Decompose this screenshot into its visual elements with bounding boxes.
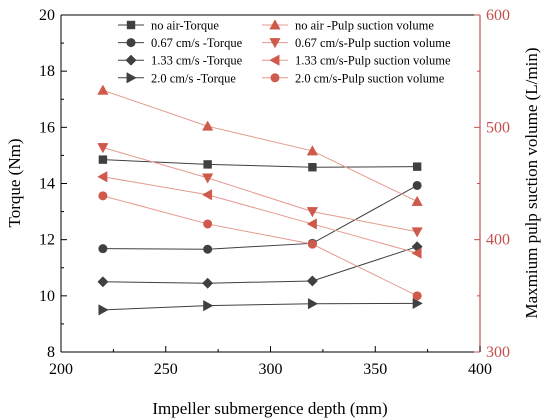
x-tick-label: 200 <box>49 361 73 378</box>
data-point-series-1 <box>98 155 108 164</box>
y-tick-label: 8 <box>47 344 55 361</box>
legend-label: 0.67 cm/s-Pulp suction volume <box>295 36 451 50</box>
legend-marker <box>269 38 281 49</box>
y2-tick-label: 400 <box>486 232 510 249</box>
y-tick-label: 12 <box>39 232 55 249</box>
series-line-7 <box>102 176 418 254</box>
y2-tick-label: 500 <box>486 119 510 136</box>
series-line-5 <box>102 89 418 202</box>
data-point-series-7 <box>306 218 317 230</box>
series-line-4 <box>102 302 418 311</box>
data-point-series-7 <box>411 247 422 259</box>
series-line-1 <box>102 159 418 168</box>
data-point-series-5 <box>306 145 319 156</box>
data-point-series-6 <box>411 227 423 238</box>
y-tick-label: 20 <box>39 7 55 24</box>
x-axis-title: Impeller submergence depth (mm) <box>152 399 387 418</box>
y2-tick-label: 600 <box>486 7 510 24</box>
data-point-series-2 <box>203 244 213 254</box>
data-point-series-8 <box>203 219 213 229</box>
x-tick-label: 300 <box>259 361 283 378</box>
data-point-series-7 <box>201 189 213 201</box>
data-point-series-1 <box>308 163 317 172</box>
series-lines <box>102 89 418 311</box>
data-point-series-5 <box>97 84 109 95</box>
data-point-series-4 <box>412 297 423 310</box>
legend-label: 1.33 cm/s -Torque <box>151 54 243 68</box>
legend-label: no air -Pulp suction volume <box>295 19 434 33</box>
y-tick-label: 16 <box>39 119 55 136</box>
data-point-series-3 <box>97 276 109 288</box>
legend-label: no air-Torque <box>151 19 219 33</box>
data-point-series-6 <box>202 173 214 184</box>
data-point-series-8 <box>307 239 317 249</box>
data-point-series-8 <box>412 291 422 301</box>
data-point-series-2 <box>98 244 108 254</box>
legend-label: 0.67 cm/s -Torque <box>151 36 243 50</box>
x-tick-label: 250 <box>154 361 178 378</box>
y-tick-label: 14 <box>39 176 55 193</box>
legend-marker <box>270 73 280 83</box>
legend-marker <box>125 54 137 66</box>
data-point-series-5 <box>202 120 214 131</box>
series-markers <box>97 84 423 316</box>
series-line-8 <box>102 195 418 297</box>
data-point-series-8 <box>98 191 108 201</box>
legend: no air-Torque 0.67 cm/s -Torque 1.33 cm/s … <box>118 19 451 85</box>
y2-tick-label: 300 <box>486 344 510 361</box>
data-point-series-7 <box>97 171 108 183</box>
series-line-2 <box>102 185 418 250</box>
data-point-series-1 <box>412 162 422 171</box>
data-point-series-4 <box>98 304 109 316</box>
legend-label: 1.33 cm/s-Pulp suction volume <box>295 54 451 68</box>
data-point-series-4 <box>307 298 319 310</box>
legend-marker <box>126 38 136 48</box>
data-point-series-6 <box>306 207 319 218</box>
data-point-series-3 <box>202 277 214 289</box>
data-point-series-5 <box>411 195 423 206</box>
data-point-series-4 <box>203 300 214 312</box>
y2-axis-title: Maxmium pulp suction volume (L/min) <box>522 47 541 318</box>
data-point-series-3 <box>306 275 318 287</box>
x-tick-label: 400 <box>468 361 492 378</box>
series-line-3 <box>102 246 418 284</box>
data-point-series-2 <box>412 180 422 190</box>
legend-marker <box>269 54 280 66</box>
data-point-series-6 <box>97 143 109 154</box>
data-point-series-1 <box>203 160 212 169</box>
y-tick-label: 10 <box>39 288 55 305</box>
series-line-6 <box>102 147 418 233</box>
y-axis-title: Torque (Nm) <box>5 139 24 228</box>
legend-label: 2.0 cm/s -Torque <box>151 71 236 85</box>
legend-marker <box>126 72 137 84</box>
legend-label: 2.0 cm/s-Pulp suction volume <box>295 71 445 85</box>
y-tick-label: 18 <box>39 63 55 80</box>
legend-marker <box>126 20 136 30</box>
x-tick-label: 350 <box>363 361 387 378</box>
legend-marker <box>269 19 281 30</box>
